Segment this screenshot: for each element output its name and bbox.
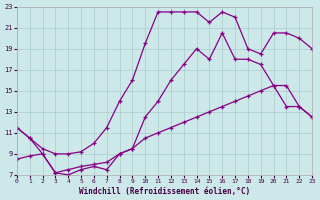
X-axis label: Windchill (Refroidissement éolien,°C): Windchill (Refroidissement éolien,°C) bbox=[79, 187, 250, 196]
